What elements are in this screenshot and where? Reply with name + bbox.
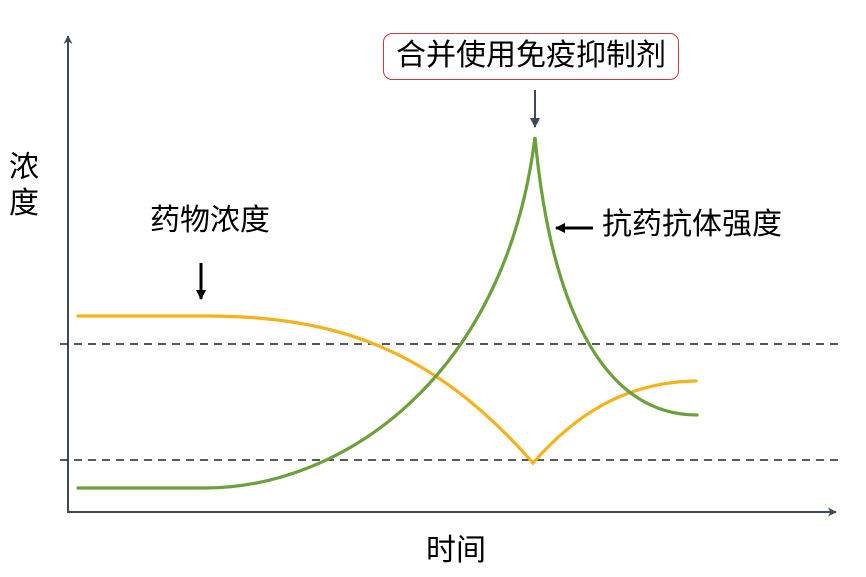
antibody-strength-label: 抗药抗体强度 [602, 207, 782, 242]
y-axis-label: 浓度 [9, 150, 39, 221]
immunosuppressant-callout: 合并使用免疫抑制剂 [383, 33, 679, 80]
x-axis-label: 时间 [426, 533, 486, 568]
drug-concentration-curve [76, 314, 698, 466]
antibody-strength-curve [76, 136, 699, 490]
drug-concentration-label: 药物浓度 [150, 203, 270, 238]
